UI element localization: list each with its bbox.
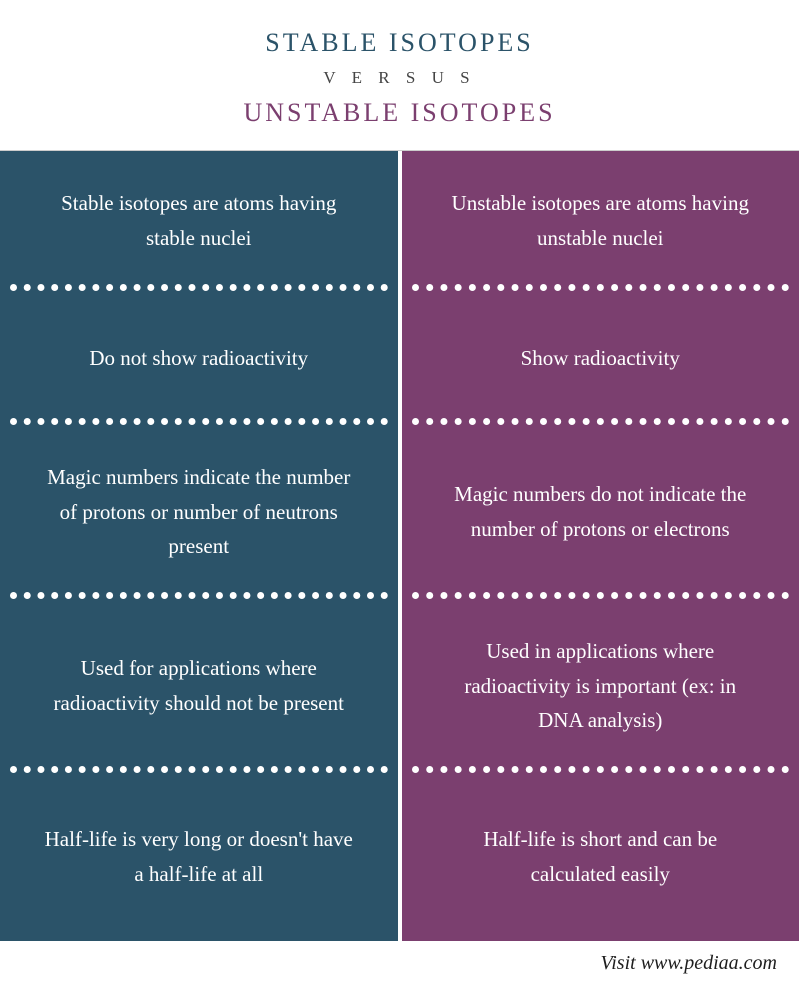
- left-cell: Used for applications where radioactivit…: [0, 599, 398, 773]
- comparison-columns: Stable isotopes are atoms having stable …: [0, 151, 799, 941]
- left-cell: Magic numbers indicate the number of pro…: [0, 425, 398, 599]
- right-cell-text: Unstable isotopes are atoms having unsta…: [444, 186, 758, 255]
- left-cell: Do not show radioactivity: [0, 291, 398, 425]
- right-cell: Unstable isotopes are atoms having unsta…: [402, 151, 799, 291]
- header: STABLE ISOTOPES V E R S U S UNSTABLE ISO…: [0, 0, 799, 151]
- stable-column: Stable isotopes are atoms having stable …: [0, 151, 400, 941]
- left-cell: Half-life is very long or doesn't have a…: [0, 773, 398, 941]
- title-unstable: UNSTABLE ISOTOPES: [0, 98, 799, 128]
- left-cell-text: Magic numbers indicate the number of pro…: [42, 460, 356, 564]
- right-cell-text: Magic numbers do not indicate the number…: [444, 477, 758, 546]
- left-cell: Stable isotopes are atoms having stable …: [0, 151, 398, 291]
- left-cell-text: Used for applications where radioactivit…: [42, 651, 356, 720]
- footer: Visit www.pediaa.com: [0, 941, 799, 985]
- right-cell: Used in applications where radioactivity…: [402, 599, 799, 773]
- title-stable: STABLE ISOTOPES: [0, 28, 799, 58]
- right-cell: Show radioactivity: [402, 291, 799, 425]
- right-cell: Magic numbers do not indicate the number…: [402, 425, 799, 599]
- right-cell-text: Half-life is short and can be calculated…: [444, 822, 758, 891]
- left-cell-text: Do not show radioactivity: [89, 341, 308, 376]
- right-cell-text: Used in applications where radioactivity…: [444, 634, 758, 738]
- footer-text: Visit www.pediaa.com: [601, 952, 777, 975]
- left-cell-text: Stable isotopes are atoms having stable …: [42, 186, 356, 255]
- unstable-column: Unstable isotopes are atoms having unsta…: [400, 151, 799, 941]
- right-cell-text: Show radioactivity: [521, 341, 680, 376]
- left-cell-text: Half-life is very long or doesn't have a…: [42, 822, 356, 891]
- right-cell: Half-life is short and can be calculated…: [402, 773, 799, 941]
- versus-label: V E R S U S: [0, 68, 799, 88]
